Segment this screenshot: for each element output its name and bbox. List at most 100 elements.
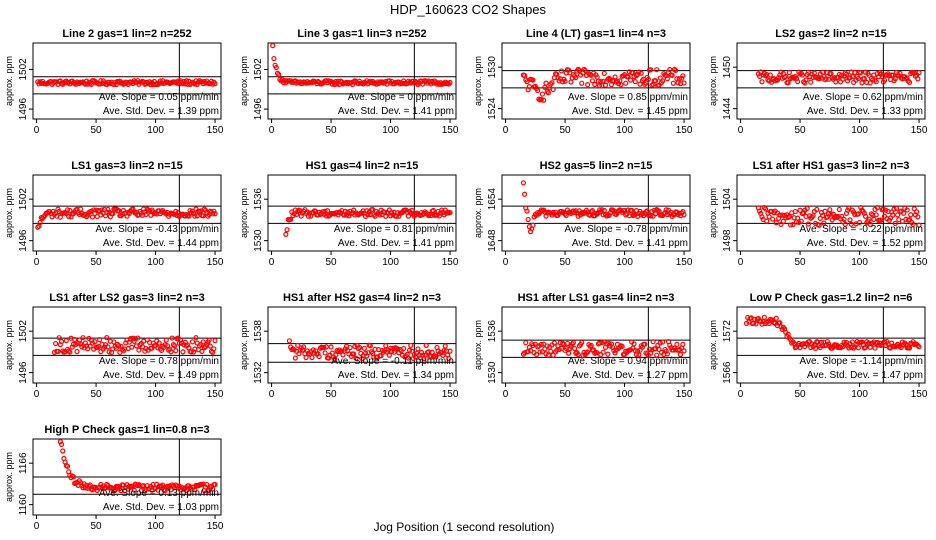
- data-point: [579, 339, 585, 346]
- data-point: [612, 350, 618, 356]
- y-tick-label: 1498: [722, 229, 733, 252]
- data-point: [533, 351, 540, 358]
- data-point: [852, 69, 858, 75]
- data-point: [64, 463, 71, 469]
- data-point: [104, 335, 110, 341]
- slope-annotation: Ave. Slope = -0.78 ppm/min: [565, 224, 689, 235]
- data-point: [440, 352, 446, 358]
- x-tick-label: 100: [382, 257, 399, 268]
- data-point: [288, 216, 294, 223]
- data-point: [589, 78, 596, 84]
- stddev-annotation: Ave. Std. Dev. = 1.52 ppm: [807, 238, 923, 249]
- x-tick-label: 150: [911, 257, 928, 268]
- data-point: [136, 347, 142, 353]
- data-point: [98, 78, 104, 84]
- data-point: [286, 338, 293, 344]
- x-tick-label: 100: [382, 389, 399, 400]
- data-point: [171, 343, 178, 349]
- data-point: [899, 339, 905, 345]
- data-point: [779, 212, 785, 218]
- y-axis-label: approx. ppm: [239, 188, 249, 238]
- stddev-annotation: Ave. Std. Dev. = 1.27 ppm: [572, 370, 688, 381]
- data-point: [211, 346, 217, 352]
- data-point: [320, 209, 326, 215]
- data-point: [892, 76, 898, 82]
- data-point: [168, 487, 174, 493]
- data-point: [605, 351, 611, 357]
- data-point: [94, 487, 100, 494]
- data-point: [551, 340, 557, 346]
- panel-title: Line 4 (LT) gas=1 lin=4 n=3: [526, 28, 666, 40]
- y-tick-label: 1530: [487, 56, 498, 79]
- panel-5: LS1 gas=3 lin=2 n=15 0 50 100 150 1496 1502 app…: [4, 160, 224, 268]
- y-tick-label: 1536: [487, 320, 498, 343]
- data-point: [105, 344, 111, 350]
- data-point: [786, 69, 792, 76]
- data-point: [856, 219, 863, 226]
- y-axis-label: approx. ppm: [4, 320, 14, 370]
- y-axis-label: approx. ppm: [473, 188, 483, 238]
- data-point: [405, 213, 412, 219]
- data-point: [322, 350, 328, 356]
- data-point: [271, 55, 277, 62]
- data-point: [858, 70, 864, 76]
- data-point: [667, 66, 673, 73]
- x-tick-label: 150: [442, 125, 459, 136]
- data-point: [904, 207, 910, 213]
- y-tick-label: 1536: [253, 188, 264, 211]
- data-point: [795, 79, 801, 85]
- data-point: [377, 212, 383, 218]
- data-point: [323, 344, 329, 350]
- data-point: [530, 77, 536, 83]
- data-point: [804, 205, 810, 212]
- data-point: [70, 474, 77, 480]
- plot-frame: [32, 306, 222, 384]
- x-tick-label: 0: [503, 389, 509, 400]
- data-point: [571, 345, 578, 352]
- stddev-annotation: Ave. Std. Dev. = 1.49 ppm: [103, 370, 219, 381]
- panel-title: LS2 gas=2 lin=2 n=15: [775, 28, 887, 40]
- data-point: [786, 213, 792, 220]
- panel-title: HS2 gas=5 lin=2 n=15: [540, 160, 653, 172]
- data-point: [648, 213, 654, 219]
- data-point: [618, 82, 624, 88]
- data-point: [58, 441, 65, 448]
- data-point: [447, 348, 453, 354]
- data-point: [821, 220, 827, 226]
- data-point: [663, 207, 669, 213]
- data-point: [106, 349, 112, 355]
- data-point: [670, 80, 676, 86]
- x-tick-label: 100: [616, 257, 633, 268]
- data-point: [652, 78, 659, 84]
- panel-13: High P Check gas=1 lin=0.8 n=3 0 50 100 150 1…: [4, 424, 224, 532]
- data-point: [866, 72, 872, 78]
- data-point: [324, 208, 331, 214]
- data-point: [359, 355, 365, 362]
- data-point: [401, 345, 407, 352]
- x-tick-label: 150: [442, 257, 459, 268]
- data-point: [580, 352, 586, 358]
- data-point: [599, 339, 605, 346]
- y-tick-label: 1504: [722, 188, 733, 211]
- panel-3: Line 4 (LT) gas=1 lin=4 n=3 0 50 100 150 1524…: [473, 28, 693, 136]
- panel-8: LS1 after HS1 gas=3 lin=2 n=3 0 50 100 150 14…: [708, 160, 928, 268]
- data-point: [525, 216, 531, 223]
- y-axis-label: approx. ppm: [239, 320, 249, 370]
- data-point: [753, 321, 759, 327]
- data-point: [162, 342, 168, 348]
- data-point: [893, 205, 900, 211]
- figure-title: HDP_160623 CO2 Shapes: [390, 2, 547, 17]
- data-point: [862, 213, 869, 219]
- data-point: [37, 219, 43, 226]
- plot-frame: [267, 174, 457, 252]
- data-point: [550, 86, 556, 93]
- x-tick-label: 0: [738, 257, 744, 268]
- data-point: [522, 191, 528, 197]
- data-point: [871, 216, 877, 223]
- data-point: [418, 349, 425, 356]
- x-tick-label: 150: [676, 257, 693, 268]
- data-point: [801, 210, 807, 216]
- x-tick-label: 50: [91, 257, 103, 268]
- slope-annotation: Ave. Slope = 0.81 ppm/min: [334, 224, 454, 235]
- data-point: [795, 215, 801, 221]
